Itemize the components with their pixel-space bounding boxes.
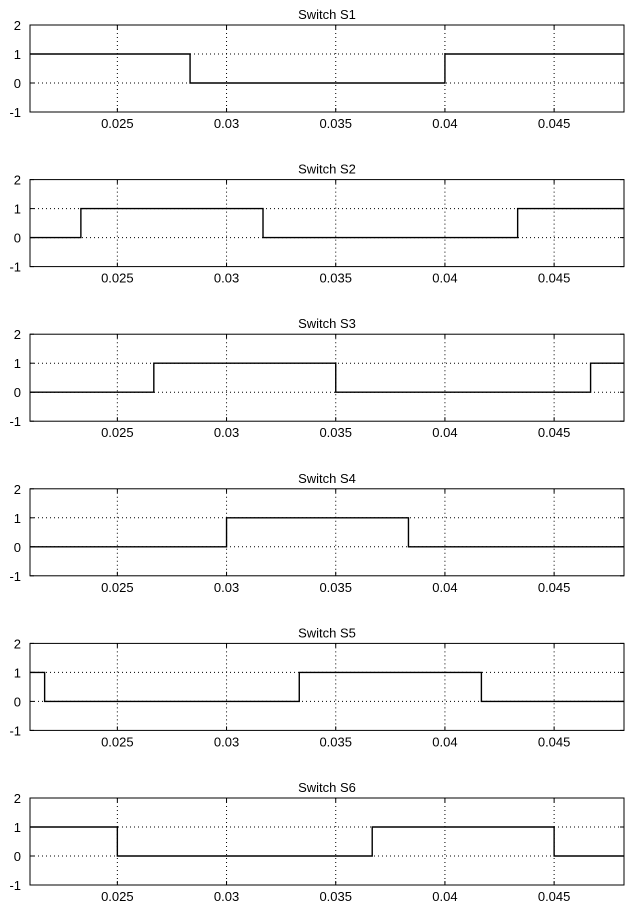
y-tick-label: 0 (14, 540, 21, 555)
x-tick-label: 0.03 (214, 734, 239, 749)
y-tick-label: 1 (14, 820, 21, 835)
x-tick-label: 0.04 (432, 580, 457, 595)
subplot-s2: Switch S2 0.025 0.03 0.035 0.04 0.045 -1 0 1 2 (9, 162, 625, 286)
y-tick-label: 0 (14, 849, 21, 864)
y-tick-label: 1 (14, 47, 21, 62)
axes-frame (29, 488, 625, 577)
x-tick-label: 0.025 (101, 734, 134, 749)
x-tick-label: 0.04 (432, 734, 457, 749)
subplot-title: Switch S4 (298, 471, 356, 486)
axes-frame (29, 333, 625, 422)
axes-frame (29, 797, 625, 886)
signal-line-s5 (30, 671, 624, 703)
signal-line-s4 (30, 517, 624, 548)
x-tick-label: 0.035 (319, 580, 352, 595)
y-tick-label: 1 (14, 511, 21, 526)
x-tick-label: 0.03 (214, 271, 239, 286)
y-tick-label: -1 (9, 878, 21, 893)
x-tick-label: 0.04 (432, 271, 457, 286)
y-tick-label: 2 (14, 327, 21, 342)
signal-line-s3 (30, 362, 624, 393)
x-tick-label: 0.04 (432, 116, 457, 131)
y-tick-label: -1 (9, 414, 21, 429)
x-tick-label: 0.035 (319, 734, 352, 749)
subplot-s3: Switch S3 0.025 0.03 0.035 0.04 0.045 -1 0 1 2 (9, 316, 625, 440)
y-tick-label: 1 (14, 356, 21, 371)
x-tick-label: 0.025 (101, 580, 134, 595)
x-tick-label: 0.035 (319, 271, 352, 286)
x-tick-label: 0.045 (538, 271, 571, 286)
x-tick-label: 0.045 (538, 425, 571, 440)
y-tick-label: 2 (14, 636, 21, 651)
y-tick-label: -1 (9, 569, 21, 584)
axes-frame (29, 24, 625, 113)
axes-frame (29, 179, 625, 268)
signal-line-s1 (30, 53, 624, 84)
subplot-s1: Switch S1 0.025 0.03 0.035 0.04 0.045 -1 0 1 2 (9, 7, 625, 131)
y-tick-label: -1 (9, 260, 21, 275)
x-tick-label: 0.03 (214, 116, 239, 131)
x-tick-label: 0.025 (101, 889, 134, 904)
y-tick-label: 0 (14, 76, 21, 91)
x-tick-label: 0.03 (214, 580, 239, 595)
y-tick-label: 2 (14, 18, 21, 33)
y-tick-label: 2 (14, 791, 21, 806)
y-tick-label: 1 (14, 202, 21, 217)
x-tick-label: 0.03 (214, 425, 239, 440)
y-tick-label: 1 (14, 665, 21, 680)
x-tick-label: 0.045 (538, 734, 571, 749)
y-tick-label: 2 (14, 173, 21, 188)
subplot-title: Switch S6 (298, 780, 356, 795)
x-tick-label: 0.035 (319, 116, 352, 131)
x-tick-label: 0.035 (319, 425, 352, 440)
x-tick-label: 0.045 (538, 116, 571, 131)
x-tick-label: 0.035 (319, 889, 352, 904)
signal-line-s6 (30, 826, 624, 857)
y-tick-label: 2 (14, 482, 21, 497)
x-tick-label: 0.045 (538, 889, 571, 904)
subplot-s6: Switch S6 0.025 0.03 0.035 0.04 0.045 -1 0 1 2 (9, 780, 625, 904)
x-tick-label: 0.025 (101, 116, 134, 131)
subplot-title: Switch S1 (298, 7, 356, 22)
x-tick-label: 0.025 (101, 271, 134, 286)
x-tick-label: 0.04 (432, 889, 457, 904)
subplot-s5: Switch S5 0.025 0.03 0.035 0.04 0.045 -1 0 1 2 (9, 625, 625, 749)
axes-frame (29, 642, 625, 731)
y-tick-label: 0 (14, 385, 21, 400)
subplot-s4: Switch S4 0.025 0.03 0.035 0.04 0.045 -1 0 1 2 (9, 471, 625, 595)
y-tick-label: 0 (14, 694, 21, 709)
x-tick-label: 0.045 (538, 580, 571, 595)
subplot-title: Switch S3 (298, 316, 356, 331)
subplot-title: Switch S5 (298, 625, 356, 640)
y-tick-label: -1 (9, 105, 21, 120)
y-tick-label: -1 (9, 723, 21, 738)
x-tick-label: 0.03 (214, 889, 239, 904)
subplot-title: Switch S2 (298, 162, 356, 177)
x-tick-label: 0.025 (101, 425, 134, 440)
x-tick-label: 0.04 (432, 425, 457, 440)
y-tick-label: 0 (14, 231, 21, 246)
signal-line-s2 (30, 207, 624, 239)
